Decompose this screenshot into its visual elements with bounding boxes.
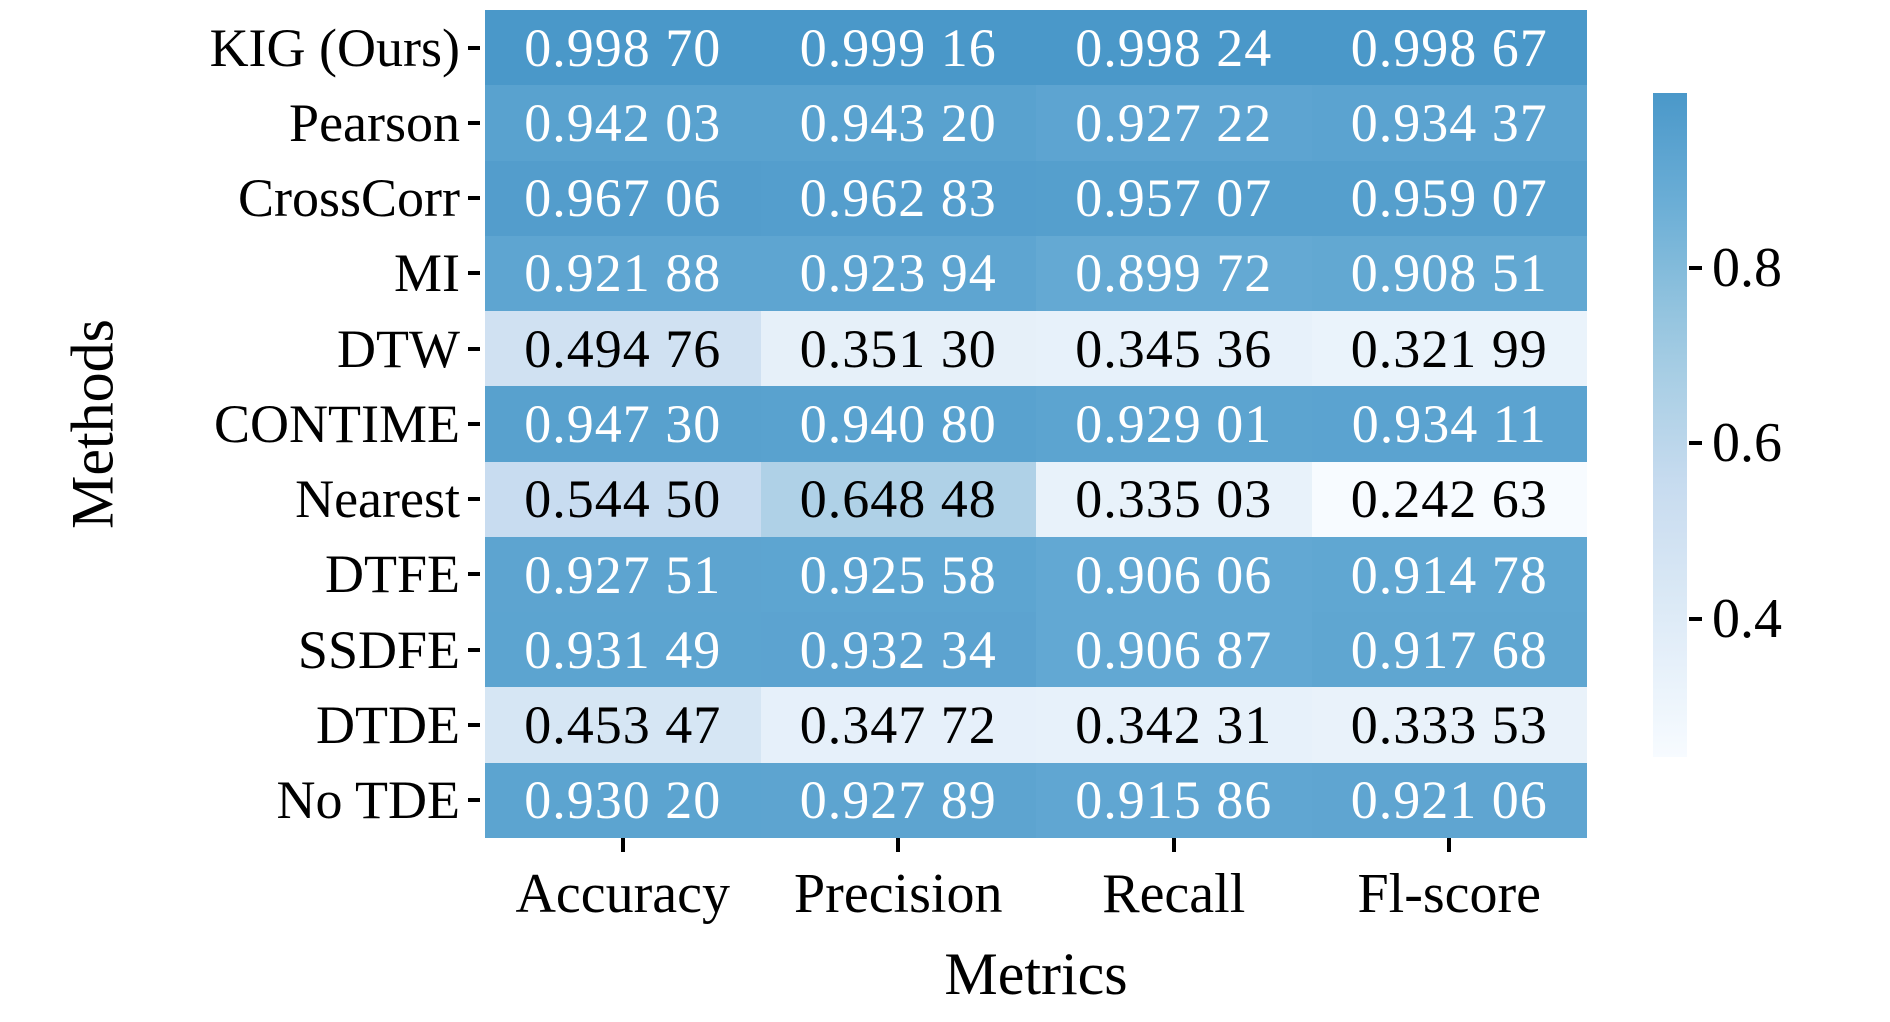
y-tick-mark [468,196,480,201]
row-label: DTDE [0,687,480,762]
y-tick-mark [468,723,480,728]
heatmap-cell: 0.934 11 [1311,386,1587,462]
heatmap-cell: 0.921 88 [485,235,761,312]
y-tick-mark [468,497,480,502]
y-tick-mark [468,647,480,652]
row-label: KIG (Ours) [0,10,480,85]
row-label: CONTIME [0,386,480,461]
heatmap-cell: 0.998 24 [1036,10,1312,86]
row-label-text: SSDFE [297,619,460,680]
heatmap-cell: 0.648 48 [760,461,1036,537]
y-tick-mark [468,346,480,351]
heatmap-cell: 0.242 63 [1311,461,1587,537]
row-label-text: CrossCorr [237,168,460,229]
heatmap-cell: 0.925 58 [760,536,1036,613]
heatmap-cell: 0.453 47 [485,687,761,763]
heatmap-cell: 0.947 30 [485,386,761,462]
heatmap-cell: 0.923 94 [760,235,1036,312]
heatmap-cell: 0.998 67 [1311,10,1587,86]
colorbar-tick-mark [1689,265,1702,270]
row-label-text: DTW [337,318,460,379]
heatmap-cell: 0.914 78 [1311,536,1587,613]
heatmap-cell: 0.927 51 [485,536,761,613]
heatmap-cell: 0.494 76 [485,311,761,387]
col-label: Precision [794,863,1003,925]
col-label: Recall [1102,863,1246,925]
heatmap-cell: 0.943 20 [760,85,1036,161]
row-label: Nearest [0,462,480,537]
y-tick-mark [468,45,480,50]
heatmap-cell: 0.915 86 [1036,762,1312,838]
heatmap-cell: 0.906 87 [1036,612,1312,688]
heatmap-cell: 0.999 16 [760,10,1036,86]
y-tick-mark [468,421,480,426]
x-tick-mark [896,838,901,852]
row-label-text: DTFE [325,544,460,605]
heatmap-cell: 0.929 01 [1036,386,1312,462]
heatmap-cell: 0.921 06 [1311,762,1587,838]
heatmap-cell: 0.930 20 [485,762,761,838]
heatmap-cell: 0.544 50 [485,461,761,537]
heatmap-cell: 0.927 22 [1036,85,1312,161]
row-label: SSDFE [0,612,480,687]
heatmap-cell: 0.934 37 [1311,85,1587,161]
heatmap-cell: 0.998 70 [485,10,761,86]
row-label-text: No TDE [276,770,461,831]
y-tick-mark [468,572,480,577]
row-label: Pearson [0,85,480,160]
row-label-text: DTDE [316,695,460,756]
heatmap-cell: 0.967 06 [485,160,761,236]
colorbar-tick-mark [1689,441,1702,446]
heatmap-cell: 0.342 31 [1036,687,1312,763]
row-label: CrossCorr [0,161,480,236]
row-label: No TDE [0,763,480,838]
row-label-text: CONTIME [214,393,460,454]
colorbar-tick-label: 0.8 [1712,236,1782,299]
heatmap-cell: 0.351 30 [760,311,1036,387]
y-axis-tick-labels: KIG (Ours) Pearson CrossCorr MI DTW CONTIME Ne… [0,10,480,838]
row-label: DTFE [0,537,480,612]
colorbar-tick-mark [1689,616,1702,621]
heatmap-cell: 0.957 07 [1036,160,1312,236]
heatmap-cell: 0.940 80 [760,386,1036,462]
heatmap-cell: 0.917 68 [1311,612,1587,688]
heatmap-cell: 0.333 53 [1311,687,1587,763]
row-label-text: KIG (Ours) [209,17,460,78]
heatmap-cell: 0.959 07 [1311,160,1587,236]
colorbar [1653,93,1687,757]
y-tick-mark [468,271,480,276]
heatmap-cell: 0.906 06 [1036,536,1312,613]
heatmap-cell: 0.942 03 [485,85,761,161]
heatmap-cell: 0.321 99 [1311,311,1587,387]
heatmap-cell: 0.932 34 [760,612,1036,688]
y-tick-mark [468,120,480,125]
heatmap: 0.998 70 0.999 16 0.998 24 0.998 67 0.942 03… [485,10,1587,838]
x-axis-title: Metrics [944,941,1128,1007]
x-tick-mark [1447,838,1452,852]
y-tick-mark [468,798,480,803]
row-label-text: MI [394,243,460,304]
colorbar-tick-label: 0.6 [1712,412,1782,475]
x-tick-mark [1171,838,1176,852]
heatmap-cell: 0.908 51 [1311,235,1587,312]
col-label: Accuracy [515,863,731,925]
heatmap-cell: 0.899 72 [1036,235,1312,312]
row-label: DTW [0,311,480,386]
heatmap-cell: 0.931 49 [485,612,761,688]
colorbar-tick-label: 0.4 [1712,587,1782,650]
x-tick-mark [620,838,625,852]
col-label: Fl-score [1357,863,1542,925]
heatmap-cell: 0.962 83 [760,160,1036,236]
heatmap-cell: 0.335 03 [1036,461,1312,537]
heatmap-cell: 0.927 89 [760,762,1036,838]
row-label-text: Pearson [289,92,460,153]
row-label-text: Nearest [295,469,460,530]
heatmap-cell: 0.347 72 [760,687,1036,763]
heatmap-cell: 0.345 36 [1036,311,1312,387]
row-label: MI [0,236,480,311]
